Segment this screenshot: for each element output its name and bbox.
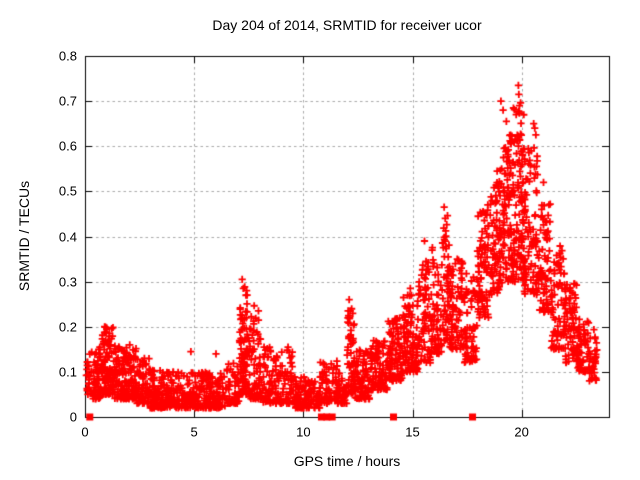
x-tick-label: 20: [514, 424, 529, 440]
y-tick-label: 0.3: [58, 274, 77, 290]
y-tick-label: 0.4: [58, 229, 77, 244]
x-tick-label: 15: [405, 424, 420, 440]
x-axis-label: GPS time / hours: [293, 453, 401, 469]
y-tick-label: 0: [69, 409, 77, 425]
chart-title: Day 204 of 2014, SRMTID for receiver uco…: [212, 17, 482, 33]
y-tick-label: 0.7: [58, 93, 77, 109]
x-tick-label: 5: [190, 424, 198, 440]
y-tick-label: 0.5: [58, 183, 77, 199]
x-tick-label: 10: [296, 424, 311, 440]
y-tick-label: 0.6: [58, 138, 77, 154]
y-tick-label: 0.8: [58, 48, 77, 64]
y-tick-label: 0.1: [58, 364, 77, 380]
y-axis-label: SRMTID / TECUs: [16, 180, 32, 292]
x-tick-label: 0: [81, 424, 89, 440]
y-tick-label: 0.2: [58, 319, 77, 335]
